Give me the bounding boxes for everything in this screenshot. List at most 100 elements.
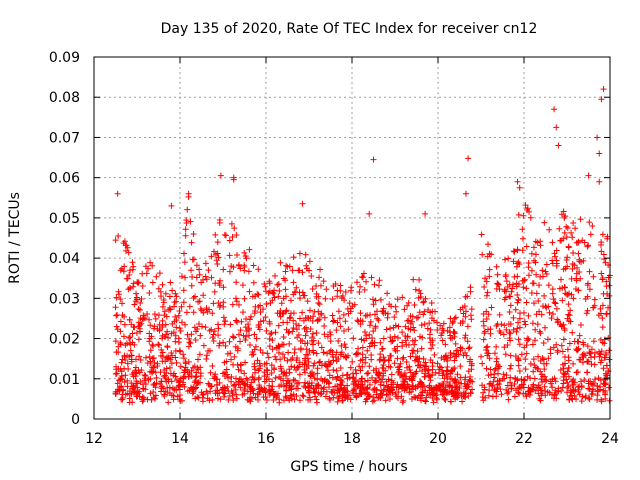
data-point — [337, 351, 344, 358]
data-point — [497, 386, 504, 393]
data-point — [176, 307, 183, 314]
data-point — [235, 366, 242, 373]
data-point — [250, 262, 257, 269]
data-point — [370, 394, 377, 401]
data-point — [158, 293, 165, 300]
data-point — [498, 321, 505, 328]
data-point — [598, 239, 605, 246]
data-point — [371, 311, 378, 318]
data-point — [565, 364, 572, 371]
data-point — [533, 271, 540, 278]
data-point — [223, 371, 230, 378]
data-point — [119, 396, 126, 403]
data-point — [424, 325, 431, 332]
data-point — [150, 343, 157, 350]
data-point — [328, 388, 335, 395]
data-point — [555, 388, 562, 395]
data-point — [118, 383, 125, 390]
data-point — [155, 312, 162, 319]
data-point — [296, 250, 303, 257]
data-point — [177, 327, 184, 334]
data-point — [341, 341, 348, 348]
data-point — [322, 362, 329, 369]
data-point — [275, 349, 282, 356]
data-point — [599, 324, 606, 331]
data-point — [181, 259, 188, 266]
data-point — [132, 389, 139, 396]
data-point — [363, 332, 370, 339]
data-point — [502, 294, 509, 301]
data-point — [554, 319, 561, 326]
data-point — [366, 322, 373, 329]
data-point — [553, 395, 560, 402]
data-point — [506, 293, 513, 300]
data-point — [538, 311, 545, 318]
data-point — [395, 368, 402, 375]
data-point — [122, 357, 129, 364]
data-point — [293, 284, 300, 291]
data-point — [294, 364, 301, 371]
data-point — [253, 335, 260, 342]
data-point — [330, 394, 337, 401]
data-point — [567, 393, 574, 400]
data-point — [203, 305, 210, 312]
data-point — [196, 266, 203, 273]
data-point — [286, 263, 293, 270]
data-point — [237, 265, 244, 272]
data-point — [364, 370, 371, 377]
data-point — [266, 280, 273, 287]
data-point — [426, 383, 433, 390]
data-point — [578, 398, 585, 405]
data-point — [364, 384, 371, 391]
data-point — [247, 342, 254, 349]
data-point — [583, 310, 590, 317]
data-point — [522, 366, 529, 373]
data-point — [478, 231, 485, 238]
data-point — [323, 378, 330, 385]
data-point — [321, 322, 328, 329]
data-point — [368, 340, 375, 347]
data-point — [313, 290, 320, 297]
data-point — [440, 381, 447, 388]
data-point — [416, 355, 423, 362]
data-point — [366, 331, 373, 338]
data-point — [535, 353, 542, 360]
data-point — [497, 329, 504, 336]
data-point — [220, 299, 227, 306]
data-point — [147, 375, 154, 382]
data-point — [487, 371, 494, 378]
data-point — [370, 156, 377, 163]
data-point — [351, 378, 358, 385]
data-point — [554, 349, 561, 356]
data-point — [167, 279, 174, 286]
data-point — [485, 372, 492, 379]
data-point — [567, 389, 574, 396]
data-point — [164, 328, 171, 335]
data-point — [528, 250, 535, 257]
data-point — [184, 206, 191, 213]
data-point — [411, 327, 418, 334]
data-point — [394, 381, 401, 388]
data-point — [122, 372, 129, 379]
data-point — [217, 396, 224, 403]
data-point — [380, 335, 387, 342]
data-point — [282, 308, 289, 315]
data-point — [570, 219, 577, 226]
data-point — [407, 369, 414, 376]
data-point — [427, 377, 434, 384]
data-point — [330, 318, 337, 325]
data-point — [357, 367, 364, 374]
data-point — [218, 386, 225, 393]
data-point — [372, 297, 379, 304]
data-point — [323, 286, 330, 293]
data-point — [317, 358, 324, 365]
data-point — [493, 285, 500, 292]
data-point — [573, 369, 580, 376]
data-point — [542, 303, 549, 310]
data-point — [263, 366, 270, 373]
data-point — [233, 279, 240, 286]
data-point — [182, 274, 189, 281]
data-point — [295, 267, 302, 274]
data-point — [112, 237, 119, 244]
data-point — [367, 318, 374, 325]
